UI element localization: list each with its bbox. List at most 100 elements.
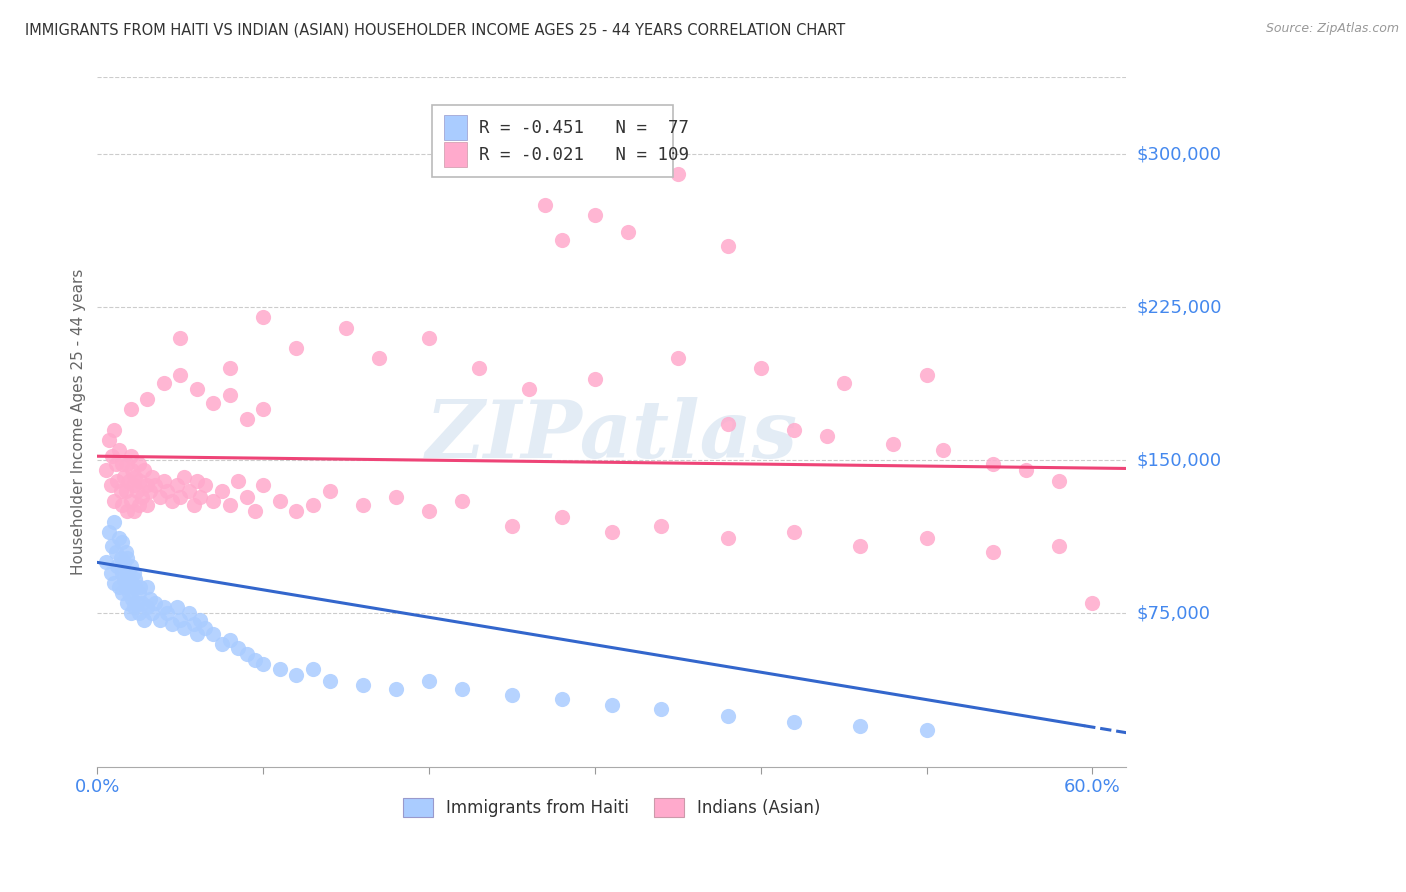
- Point: [551, 510, 574, 524]
- Point: [243, 504, 266, 518]
- Point: [121, 592, 143, 607]
- Point: [269, 494, 291, 508]
- Point: [173, 621, 195, 635]
- Point: [882, 437, 904, 451]
- Point: [149, 490, 172, 504]
- Point: [118, 572, 141, 586]
- Point: [111, 458, 134, 472]
- Point: [186, 627, 208, 641]
- Point: [815, 429, 838, 443]
- Point: [120, 559, 142, 574]
- Point: [132, 463, 155, 477]
- Point: [124, 469, 146, 483]
- Text: $300,000: $300,000: [1137, 145, 1222, 163]
- Point: [252, 477, 274, 491]
- Point: [111, 566, 134, 580]
- Point: [160, 494, 183, 508]
- Point: [981, 545, 1004, 559]
- Point: [352, 678, 374, 692]
- Point: [120, 607, 142, 621]
- FancyBboxPatch shape: [444, 115, 467, 140]
- Point: [136, 580, 159, 594]
- Point: [124, 580, 146, 594]
- Point: [418, 504, 440, 518]
- Point: [169, 368, 191, 382]
- Point: [252, 657, 274, 672]
- Point: [186, 474, 208, 488]
- Point: [156, 607, 179, 621]
- Point: [103, 494, 125, 508]
- FancyBboxPatch shape: [432, 105, 673, 178]
- Point: [600, 698, 623, 713]
- Point: [177, 483, 200, 498]
- Point: [105, 559, 128, 574]
- Point: [385, 681, 408, 696]
- Point: [418, 331, 440, 345]
- Point: [1047, 539, 1070, 553]
- Point: [103, 423, 125, 437]
- Point: [302, 662, 325, 676]
- Point: [100, 477, 122, 491]
- Point: [118, 586, 141, 600]
- Point: [131, 490, 153, 504]
- Point: [385, 490, 408, 504]
- Point: [128, 607, 150, 621]
- Point: [451, 494, 474, 508]
- Point: [235, 412, 257, 426]
- Point: [152, 474, 174, 488]
- Point: [110, 483, 132, 498]
- Point: [832, 376, 855, 390]
- Point: [128, 458, 150, 472]
- Point: [228, 641, 250, 656]
- Point: [219, 388, 242, 402]
- Point: [451, 681, 474, 696]
- Point: [129, 474, 152, 488]
- Point: [666, 168, 689, 182]
- Point: [108, 443, 131, 458]
- Point: [235, 647, 257, 661]
- Text: R = -0.021   N = 109: R = -0.021 N = 109: [479, 145, 689, 163]
- Point: [121, 575, 143, 590]
- Point: [1047, 474, 1070, 488]
- Point: [136, 600, 159, 615]
- Point: [749, 361, 772, 376]
- Point: [186, 382, 208, 396]
- Point: [112, 572, 135, 586]
- Point: [108, 580, 131, 594]
- Point: [139, 592, 162, 607]
- Point: [915, 531, 938, 545]
- Point: [219, 361, 242, 376]
- Point: [103, 575, 125, 590]
- Point: [318, 483, 340, 498]
- Point: [131, 596, 153, 610]
- Point: [783, 423, 806, 437]
- Point: [115, 551, 138, 566]
- Text: IMMIGRANTS FROM HAITI VS INDIAN (ASIAN) HOUSEHOLDER INCOME AGES 25 - 44 YEARS CO: IMMIGRANTS FROM HAITI VS INDIAN (ASIAN) …: [25, 22, 845, 37]
- Point: [666, 351, 689, 366]
- Point: [101, 449, 124, 463]
- Point: [269, 662, 291, 676]
- Point: [717, 417, 740, 431]
- Point: [103, 515, 125, 529]
- Point: [194, 621, 217, 635]
- Point: [111, 535, 134, 549]
- Point: [129, 580, 152, 594]
- Point: [1081, 596, 1104, 610]
- Point: [94, 555, 117, 569]
- Point: [915, 368, 938, 382]
- Point: [551, 692, 574, 706]
- Point: [111, 586, 134, 600]
- Point: [202, 494, 225, 508]
- Point: [501, 518, 523, 533]
- Point: [156, 483, 179, 498]
- Point: [127, 483, 149, 498]
- Point: [717, 531, 740, 545]
- Point: [114, 483, 136, 498]
- Point: [650, 702, 672, 716]
- Point: [121, 463, 143, 477]
- Point: [318, 673, 340, 688]
- Point: [128, 586, 150, 600]
- Point: [352, 498, 374, 512]
- Y-axis label: Householder Income Ages 25 - 44 years: Householder Income Ages 25 - 44 years: [72, 268, 86, 575]
- Point: [120, 494, 142, 508]
